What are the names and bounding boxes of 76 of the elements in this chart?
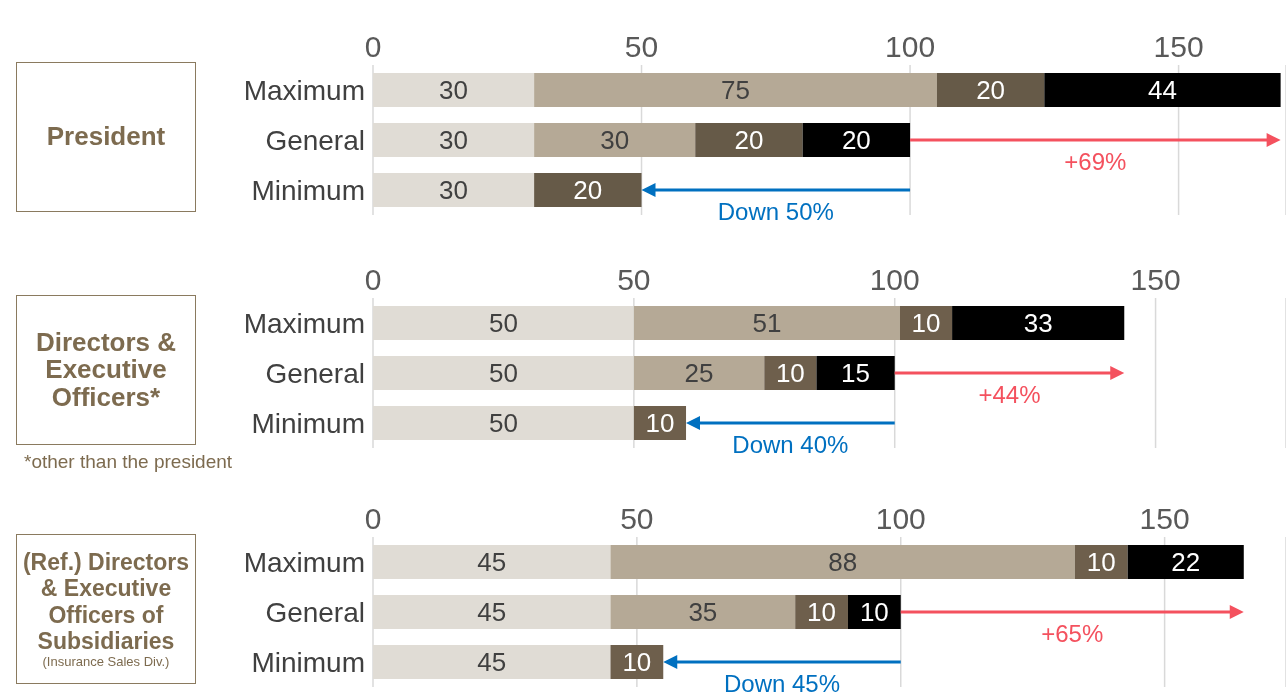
x-tick-label: 0: [364, 263, 382, 296]
text: (Insurance Sales Div.): [42, 654, 170, 670]
annotation: +44%: [977, 381, 1042, 409]
data-label: 88: [828, 547, 858, 578]
data-label: 20: [841, 125, 871, 156]
data-label: 45: [477, 597, 507, 628]
bar: [534, 173, 642, 207]
data-label: 51: [752, 308, 782, 339]
data-label: 10: [622, 647, 652, 678]
data-label: 30: [600, 125, 630, 156]
data-label: 50: [488, 308, 518, 339]
text: Directors & Executive Officers*: [34, 327, 178, 412]
data-label: 10: [807, 597, 837, 628]
x-tick-label: 50: [624, 30, 659, 63]
data-label: 30: [439, 75, 469, 106]
annotation: Down 45%: [722, 670, 842, 698]
bar: [802, 123, 911, 157]
text: *other than the president: [24, 451, 233, 473]
y-tick-label: General: [265, 596, 365, 628]
data-label: 25: [684, 358, 714, 389]
data-label: 30: [439, 125, 469, 156]
bar: [633, 356, 765, 390]
x-tick-label: 50: [617, 263, 651, 296]
data-label: 20: [976, 75, 1006, 106]
x-tick-label: 150: [1130, 263, 1181, 296]
x-tick-label: 100: [885, 30, 936, 63]
bar: [816, 356, 895, 390]
y-tick-label: Minimum: [251, 646, 365, 678]
bar: [610, 595, 796, 629]
bar: [695, 123, 803, 157]
y-tick-label: Maximum: [243, 74, 365, 106]
annotation: +65%: [1040, 620, 1105, 648]
data-label: 50: [488, 408, 518, 439]
data-label: 30: [439, 175, 469, 206]
annotation: +69%: [1063, 148, 1128, 176]
bar: [1127, 545, 1244, 579]
data-label: 10: [775, 358, 805, 389]
data-label: 35: [688, 597, 718, 628]
y-tick-label: Minimum: [251, 407, 365, 439]
y-tick-label: Maximum: [243, 546, 365, 578]
y-tick-label: Minimum: [251, 174, 365, 206]
bar: [952, 306, 1125, 340]
data-label: 10: [859, 597, 889, 628]
data-label: 44: [1148, 75, 1177, 106]
x-tick-label: 150: [1139, 502, 1190, 535]
data-label: 45: [477, 547, 507, 578]
x-tick-label: 100: [875, 502, 926, 535]
y-tick-label: Maximum: [243, 307, 365, 339]
annotation: Down 40%: [731, 431, 850, 459]
text: (Ref.) Directors & Executive Officers of Subsidiaries: [21, 548, 191, 655]
data-label: 22: [1171, 547, 1201, 578]
bar: [534, 123, 696, 157]
bar: [610, 545, 1075, 579]
y-tick-label: General: [265, 124, 365, 156]
data-label: 45: [477, 647, 507, 678]
bar: [1044, 73, 1281, 107]
bar: [936, 73, 1045, 107]
x-tick-label: 150: [1153, 30, 1204, 63]
data-label: 15: [841, 358, 871, 389]
text: President: [46, 121, 166, 152]
data-label: 20: [573, 175, 603, 206]
bar: [633, 306, 900, 340]
x-tick-label: 0: [364, 30, 382, 63]
data-label: 20: [734, 125, 764, 156]
data-label: 10: [911, 308, 941, 339]
x-tick-label: 100: [869, 263, 920, 296]
annotation: Down 50%: [716, 198, 835, 226]
x-tick-label: 50: [620, 502, 654, 535]
data-label: 75: [721, 75, 750, 106]
data-label: 33: [1023, 308, 1053, 339]
y-tick-label: General: [265, 357, 365, 389]
x-tick-label: 0: [364, 502, 382, 535]
bar: [534, 73, 937, 107]
data-label: 10: [645, 408, 675, 439]
data-label: 10: [1086, 547, 1116, 578]
data-label: 50: [488, 358, 518, 389]
